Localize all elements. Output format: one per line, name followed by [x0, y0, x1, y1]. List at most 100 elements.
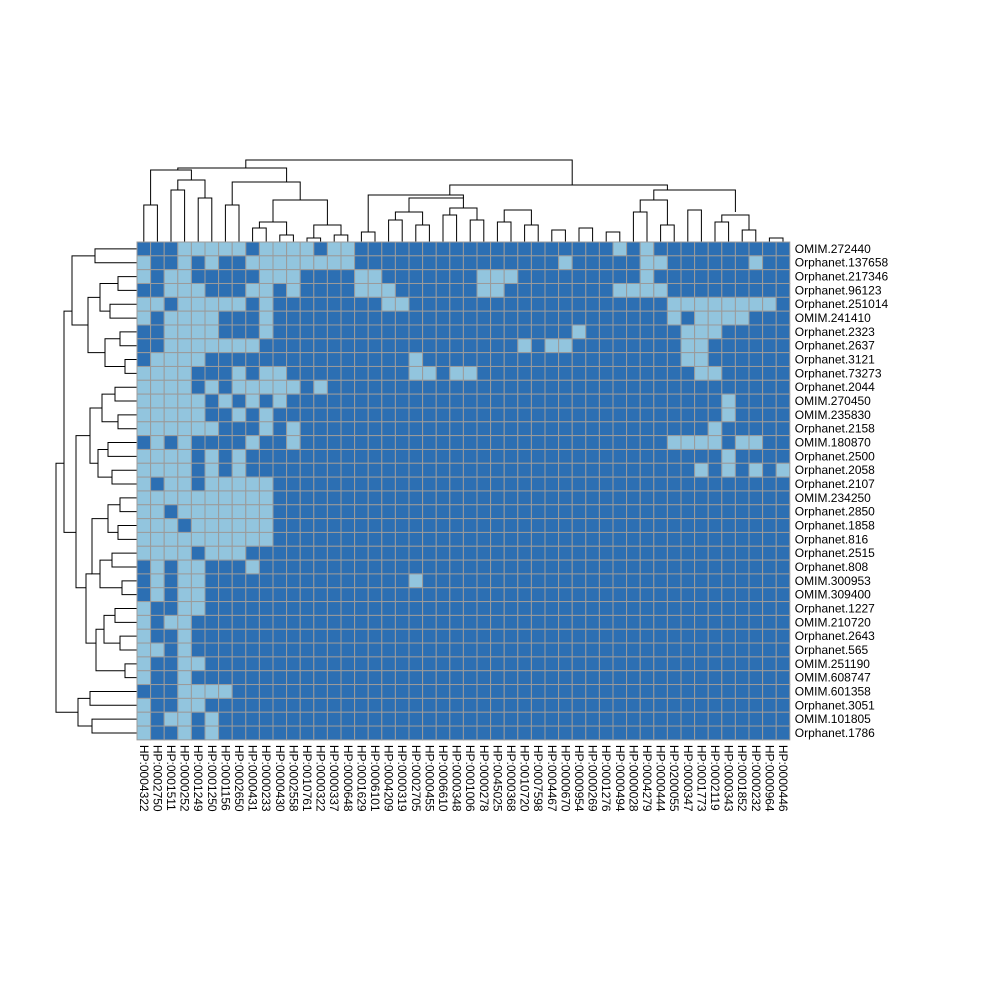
- heatmap-cell: [571, 255, 587, 271]
- heatmap-cell: [245, 393, 260, 409]
- heatmap-cell: [150, 545, 165, 561]
- heatmap-cell: [666, 421, 682, 437]
- heatmap-cell: [190, 282, 206, 298]
- heatmap-cell: [190, 352, 206, 367]
- heatmap-cell: [503, 573, 519, 589]
- heatmap-cell: [381, 393, 396, 409]
- heatmap-cell: [245, 255, 260, 271]
- heatmap-cell: [748, 490, 764, 506]
- heatmap-cell: [762, 614, 777, 630]
- heatmap-cell: [585, 490, 600, 506]
- heatmap-cell: [558, 559, 573, 575]
- heatmap-cell: [272, 490, 288, 506]
- heatmap-cell: [408, 379, 424, 395]
- heatmap-cell: [707, 725, 723, 741]
- heatmap-cell: [204, 684, 220, 699]
- heatmap-cell: [612, 407, 628, 423]
- heatmap-cell: [694, 338, 709, 354]
- heatmap-cell: [449, 531, 464, 547]
- heatmap-cell: [190, 448, 206, 464]
- row-label: Orphanet.2107: [795, 477, 875, 491]
- heatmap-cell: [231, 255, 247, 271]
- heatmap-cell: [218, 656, 233, 672]
- heatmap-cell: [394, 365, 410, 381]
- heatmap-cell: [707, 338, 723, 354]
- heatmap-cell: [585, 573, 600, 589]
- heatmap-cell: [313, 545, 328, 561]
- heatmap-cell: [707, 352, 723, 367]
- heatmap-cell: [258, 545, 274, 561]
- heatmap-cell: [408, 656, 424, 672]
- heatmap-cell: [666, 241, 682, 257]
- heatmap-cell: [612, 393, 628, 409]
- heatmap-cell: [558, 587, 573, 603]
- heatmap-cell: [612, 504, 628, 520]
- heatmap-cell: [612, 421, 628, 437]
- heatmap-cell: [340, 324, 356, 340]
- heatmap-cell: [558, 476, 573, 492]
- heatmap-cell: [204, 545, 220, 561]
- heatmap-cell: [190, 490, 206, 506]
- heatmap-cell: [653, 601, 668, 616]
- heatmap-cell: [394, 628, 410, 644]
- heatmap-cell: [190, 407, 206, 423]
- heatmap-cell: [721, 697, 736, 713]
- heatmap-cell: [694, 490, 709, 506]
- heatmap-cell: [666, 545, 682, 561]
- heatmap-cell: [544, 711, 560, 727]
- heatmap-cell: [258, 628, 274, 644]
- heatmap-cell: [218, 518, 233, 533]
- heatmap-cell: [762, 711, 777, 727]
- heatmap-cell: [190, 697, 206, 713]
- heatmap-cell: [150, 407, 165, 423]
- heatmap-cell: [544, 296, 560, 312]
- heatmap-cell: [585, 393, 600, 409]
- heatmap-cell: [299, 601, 315, 616]
- heatmap-cell: [544, 656, 560, 672]
- column-label: HP:0000494: [613, 745, 627, 812]
- heatmap-cell: [272, 282, 288, 298]
- heatmap-cell: [530, 697, 546, 713]
- heatmap-cell: [503, 393, 519, 409]
- heatmap-cell: [272, 711, 288, 727]
- heatmap-cell: [653, 310, 668, 326]
- heatmap-cell: [544, 310, 560, 326]
- heatmap-cell: [530, 448, 546, 464]
- heatmap-cell: [286, 490, 301, 506]
- heatmap-cell: [476, 365, 492, 381]
- heatmap-cell: [408, 642, 424, 658]
- heatmap-cell: [422, 435, 437, 450]
- heatmap-cell: [422, 490, 437, 506]
- heatmap-cell: [218, 725, 233, 741]
- heatmap-cell: [245, 365, 260, 381]
- heatmap-cell: [694, 462, 709, 478]
- heatmap-cell: [490, 697, 505, 713]
- dendrogram-branch: [333, 234, 349, 242]
- heatmap-cell: [245, 711, 260, 727]
- heatmap-cell: [422, 711, 437, 727]
- heatmap-cell: [653, 504, 668, 520]
- heatmap-cell: [762, 545, 777, 561]
- heatmap-cell: [462, 545, 478, 561]
- heatmap-cell: [354, 296, 369, 312]
- heatmap-cell: [775, 435, 791, 450]
- heatmap-cell: [517, 545, 532, 561]
- heatmap-cell: [585, 628, 600, 644]
- heatmap-cell: [653, 614, 668, 630]
- heatmap-cell: [340, 697, 356, 713]
- column-label: HP:0000455: [422, 745, 436, 812]
- heatmap-cell: [150, 476, 165, 492]
- heatmap-cell: [326, 379, 342, 395]
- heatmap-cell: [762, 725, 777, 741]
- heatmap-cell: [354, 241, 369, 257]
- heatmap-cell: [313, 476, 328, 492]
- heatmap-cell: [354, 642, 369, 658]
- heatmap-cell: [435, 531, 451, 547]
- heatmap-cell: [286, 656, 301, 672]
- heatmap-cell: [626, 282, 641, 298]
- heatmap-cell: [748, 670, 764, 686]
- heatmap-cell: [462, 628, 478, 644]
- heatmap-cell: [598, 573, 614, 589]
- heatmap-cell: [598, 462, 614, 478]
- heatmap-cell: [748, 379, 764, 395]
